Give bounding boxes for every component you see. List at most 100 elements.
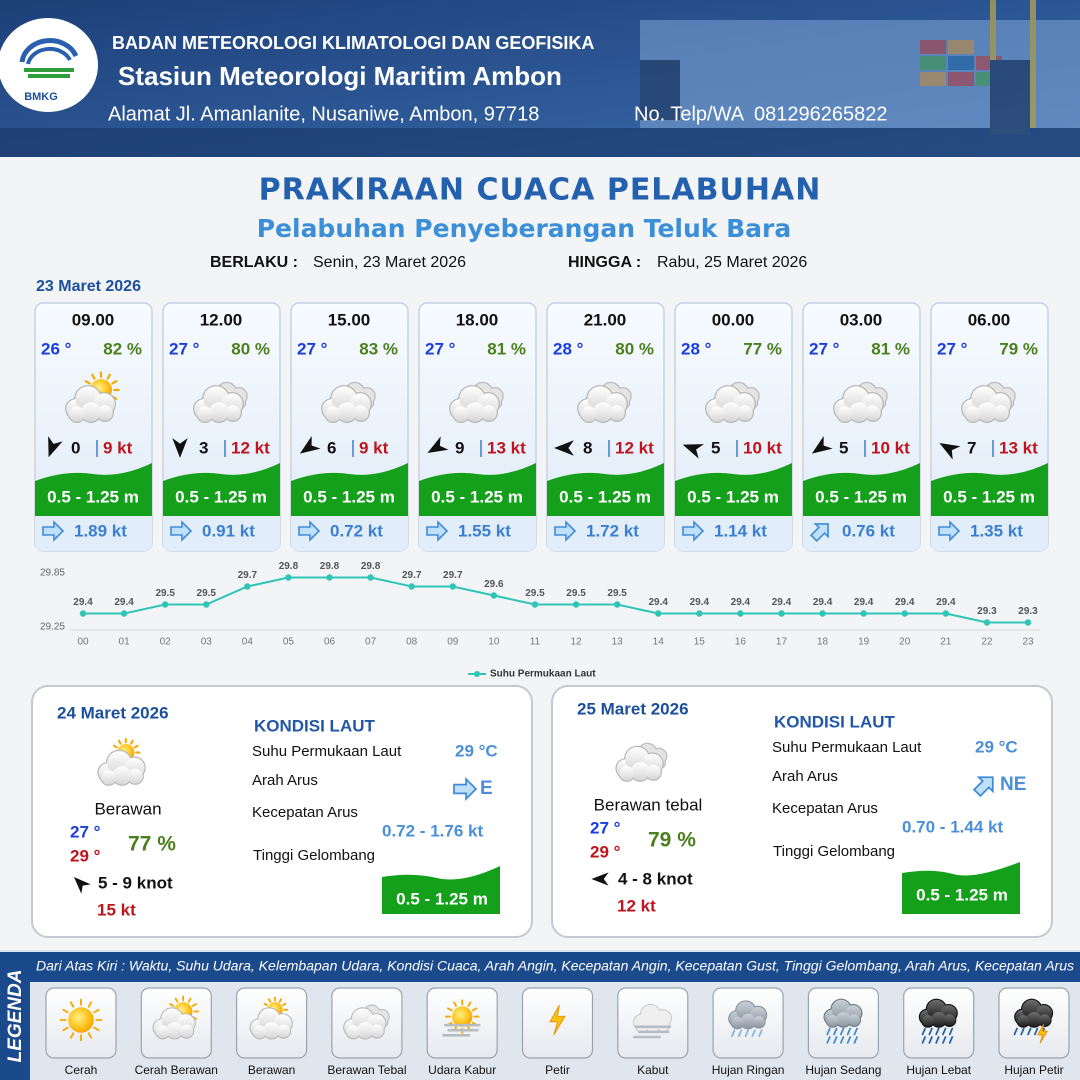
y-tick-label: 29.25 (40, 622, 65, 633)
sea-title: KONDISI LAUT (774, 712, 896, 731)
day-date: 25 Maret 2026 (577, 699, 689, 718)
current-arrow (426, 520, 449, 542)
current-speed: 0.72 - 1.76 kt (382, 821, 483, 840)
cloud-part (865, 405, 881, 421)
legend-item-label: Berawan (248, 1063, 295, 1077)
current-area (675, 516, 792, 551)
value-label: 29.6 (484, 579, 504, 590)
point (531, 601, 539, 608)
current-direction-label: Arah Arus (772, 768, 838, 785)
rain-drop (935, 1027, 940, 1036)
sun-ray (282, 1002, 287, 1007)
legend-item-label: Cerah Berawan (135, 1063, 218, 1077)
current-direction: NE (1000, 774, 1026, 795)
x-tick-label: 15 (694, 637, 706, 648)
rain-drop (928, 1027, 933, 1036)
valid-to: Rabu, 25 Maret 2026 (657, 254, 807, 271)
legend-item-label: Hujan Lebat (906, 1063, 971, 1077)
time: 06.00 (968, 310, 1011, 329)
current-arrow (938, 520, 961, 542)
x-tick-label: 05 (283, 637, 295, 648)
x-tick-label: 04 (242, 637, 254, 648)
current-area (163, 516, 280, 551)
rain-drop (942, 1036, 947, 1044)
valid-from-label: BERLAKU : (210, 254, 298, 271)
x-tick-label: 08 (406, 637, 418, 648)
current-speed: 0.72 kt (330, 521, 383, 540)
wind-speed: 8 (583, 438, 592, 457)
sun-ray (191, 1003, 197, 1007)
cloud-part (609, 405, 625, 421)
legend-item-label: Hujan Petir (1004, 1063, 1063, 1077)
rain-drop (731, 1029, 736, 1038)
cloud-part (263, 1021, 280, 1039)
weather-icon (249, 996, 293, 1040)
logo: BMKG (0, 18, 98, 112)
organization: BADAN METEOROLOGI KLIMATOLOGI DAN GEOFIS… (112, 33, 594, 53)
cloud-part (276, 1024, 291, 1038)
cloud-part (325, 406, 341, 422)
wave-label: Tinggi Gelombang (773, 843, 895, 860)
cloud-part (370, 1024, 384, 1038)
x-tick-label: 11 (530, 637, 541, 648)
rain-drop (833, 1036, 838, 1044)
legend-item-label: Berawan Tebal (327, 1063, 406, 1077)
wave-label: Tinggi Gelombang (253, 847, 375, 864)
current-speed: 1.55 kt (458, 521, 511, 540)
wind-speed: 3 (199, 438, 208, 457)
cloud-part (156, 1025, 170, 1039)
point (778, 610, 785, 617)
legend-header (0, 952, 1080, 982)
day-date: 24 Maret 2026 (57, 703, 169, 722)
weather-icon (442, 999, 481, 1037)
current-speed-label: Kecepatan Arus (252, 804, 358, 821)
weather-icon (823, 998, 863, 1044)
cloud-part (356, 1021, 374, 1039)
rain-drop (942, 1027, 947, 1036)
cloud-part (197, 406, 213, 422)
value-label: 29.4 (854, 597, 874, 608)
wave-area (803, 463, 920, 516)
weather-icon (59, 998, 103, 1042)
x-tick-label: 22 (981, 637, 993, 648)
point (161, 601, 169, 608)
y-tick-label: 29.85 (40, 568, 65, 579)
cloud-part (977, 402, 997, 422)
x-tick-label: 16 (735, 637, 747, 648)
current-area (931, 516, 1048, 551)
legend-item-label: Cerah (65, 1063, 98, 1077)
point (1024, 619, 1032, 626)
rain-drop (846, 1036, 852, 1044)
value-label: 29.7 (238, 570, 258, 581)
rain-drop (826, 1036, 831, 1044)
wave-height: 0.5 - 1.25 m (47, 487, 139, 506)
legend-marker (474, 671, 480, 677)
sun-ray (117, 739, 122, 745)
sun-ray (69, 1032, 75, 1039)
sun-ray (93, 1008, 100, 1014)
sst: 29 °C (975, 737, 1018, 756)
weather-icon (918, 998, 958, 1044)
weather-icon (728, 1000, 768, 1038)
sun-ray (169, 1003, 175, 1007)
rain-drop (846, 1027, 852, 1036)
time: 03.00 (840, 310, 883, 329)
cloud-part (481, 405, 497, 421)
wave-height: 0.5 - 1.25 m (687, 487, 779, 506)
current-arrow (453, 776, 478, 802)
rain-drop (758, 1029, 763, 1038)
point (285, 574, 292, 581)
weather-icon (97, 737, 146, 786)
value-label: 29.4 (73, 597, 93, 608)
wave-area (382, 866, 500, 914)
sun-ray (174, 997, 179, 1003)
weather-icon (65, 371, 120, 423)
sst-label: Suhu Permukaan Laut (772, 739, 922, 756)
current-arrow (554, 520, 577, 542)
value-label: 29.8 (279, 561, 299, 572)
x-tick-label: 17 (776, 637, 788, 648)
sun-ray (112, 744, 118, 749)
wave-height: 0.5 - 1.25 m (431, 487, 523, 506)
cloud-part (179, 1024, 194, 1038)
line (83, 576, 1028, 624)
